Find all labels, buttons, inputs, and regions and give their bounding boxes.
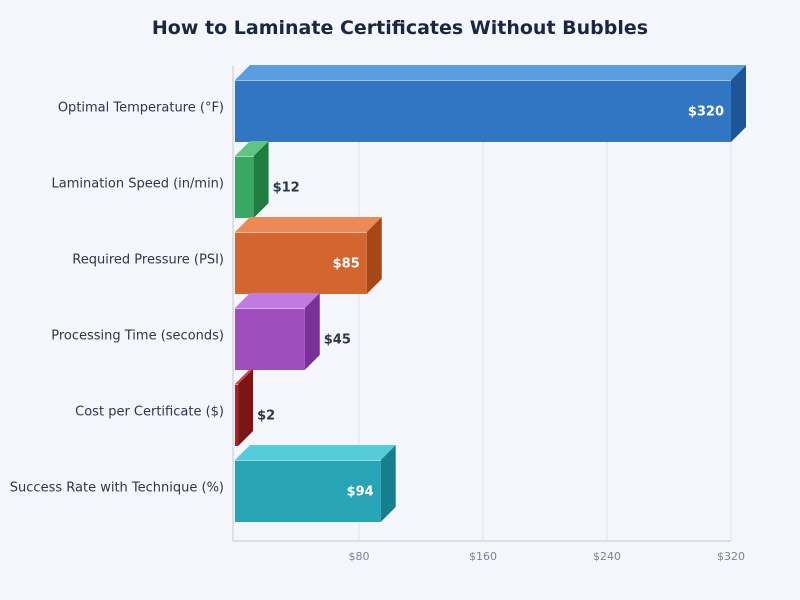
category-label: Success Rate with Technique (%) [10,481,224,496]
bar-top [235,445,396,460]
x-tick-label: $160 [469,550,497,563]
value-label: $85 [333,257,360,272]
bar-front [235,460,381,522]
axes [232,66,731,542]
category-label: Cost per Certificate ($) [75,405,224,420]
bar-side [304,293,320,370]
value-label: $45 [324,333,351,348]
x-tick-label: $320 [717,550,745,563]
category-labels: Optimal Temperature (°F) Lamination Speed… [10,101,224,496]
bars [235,65,746,522]
bar-front [235,308,305,370]
value-label: $320 [688,105,724,120]
bar-top [235,293,320,308]
bar-side [366,217,382,294]
bar-top [235,141,269,156]
bar-front [235,80,731,142]
bar [235,217,382,294]
x-tick-label: $80 [349,550,370,563]
bar [235,445,396,522]
category-label: Required Pressure (PSI) [72,253,224,268]
category-label: Lamination Speed (in/min) [52,177,225,192]
tick-labels: $80 $160 $240 $320 [349,550,746,563]
bar-side [380,445,396,522]
bar-front [235,384,239,446]
bar-front [235,232,367,294]
bar-side [253,141,269,218]
bar-top [235,369,254,384]
chart-title: How to Laminate Certificates Without Bub… [152,17,648,39]
value-label: $12 [273,181,300,196]
bar-top [235,65,746,80]
bar [235,369,254,446]
value-labels: $320 $12 $85 $45 $2 $94 [257,105,724,500]
value-label: $2 [257,409,275,424]
value-label: $94 [347,485,374,500]
bar-top [235,217,382,232]
bar-side [238,369,254,446]
bar-front [235,156,254,218]
category-label: Optimal Temperature (°F) [58,101,224,116]
bar [235,293,320,370]
bar-side [731,65,746,142]
bar [235,141,269,218]
bar [235,65,746,142]
x-tick-label: $240 [593,550,621,563]
category-label: Processing Time (seconds) [51,329,224,344]
